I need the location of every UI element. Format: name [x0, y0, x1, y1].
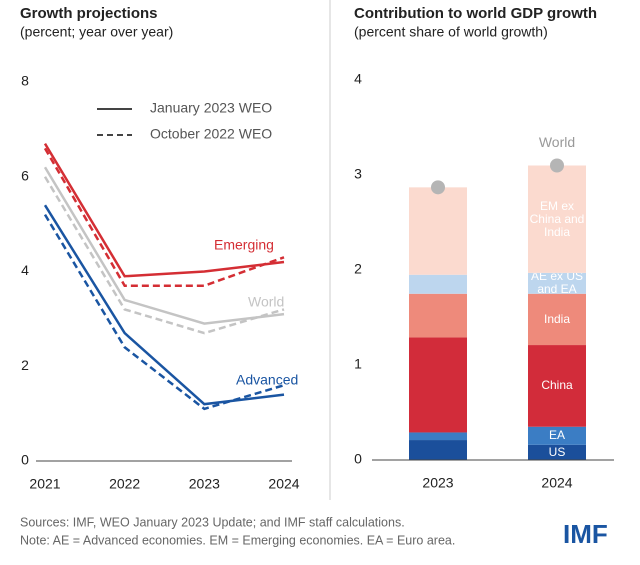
chart-subtitle: (percent share of world growth): [354, 24, 548, 40]
bar-segment: [528, 165, 586, 273]
line: [43, 204, 285, 406]
legend-label: October 2022 WEO: [150, 126, 272, 142]
bar-segment: [528, 272, 586, 294]
segment-label: China: [541, 378, 573, 393]
total-label: World: [539, 134, 575, 150]
bar-segment: [409, 432, 467, 441]
line: [43, 142, 285, 278]
x-tick-label: 2023: [422, 475, 453, 491]
bar-segment: [528, 444, 586, 460]
segment-label-box: US: [548, 444, 566, 459]
y-tick-label: 4: [21, 262, 29, 278]
segment-label-box: China: [541, 378, 573, 393]
bar-segment: [409, 274, 467, 294]
total-marker: [550, 158, 564, 173]
segment-label: US: [548, 444, 566, 459]
segment-label-box: AE ex US and EA: [530, 272, 584, 294]
chart-title: Contribution to world GDP growth: [354, 5, 597, 22]
line: [43, 147, 285, 287]
segment-label: India: [543, 311, 571, 326]
bar-segment: [409, 293, 467, 338]
y-tick-label: 0: [21, 452, 29, 468]
y-tick-label: 4: [354, 71, 362, 87]
y-tick-label: 0: [354, 451, 362, 467]
bar-segment: [409, 337, 467, 433]
x-tick-label: 2024: [268, 476, 299, 492]
legend-label: January 2023 WEO: [150, 100, 272, 116]
line: [43, 176, 285, 335]
x-tick-label: 2023: [189, 476, 220, 492]
x-tick-label: 2021: [29, 476, 60, 492]
segment-label-box: India: [543, 311, 571, 326]
y-tick-label: 3: [354, 166, 362, 182]
segment-label-box: EA: [548, 428, 565, 443]
x-tick-label: 2024: [541, 475, 572, 491]
segment-label: EA: [548, 428, 565, 443]
line: [43, 214, 285, 411]
y-tick-label: 1: [354, 356, 362, 372]
y-tick-label: 2: [354, 261, 362, 277]
y-tick-label: 2: [21, 357, 29, 373]
segment-label-box: EM ex China and India: [529, 198, 585, 239]
chart-title: Growth projections: [20, 5, 158, 22]
segment-label: AE ex US and EA: [530, 272, 584, 294]
bar-segment: [528, 426, 586, 445]
bar-segment: [409, 440, 467, 460]
line: [43, 166, 285, 325]
bar-segment: [528, 293, 586, 346]
bar-segment: [409, 187, 467, 275]
total-marker: [431, 180, 445, 195]
logo: IMF: [563, 519, 608, 549]
y-tick-label: 8: [21, 73, 29, 89]
sources: Sources: IMF, WEO January 2023 Update; a…: [20, 515, 405, 529]
y-tick-label: 6: [21, 167, 29, 183]
segment-label: EM ex China and India: [529, 198, 585, 239]
x-tick-label: 2022: [109, 476, 140, 492]
series-label: Emerging: [214, 237, 274, 253]
series-label: Advanced: [236, 372, 298, 388]
bar-segment: [528, 345, 586, 427]
note: Note: AE = Advanced economies. EM = Emer…: [20, 533, 455, 547]
series-label: World: [248, 294, 284, 310]
chart-subtitle: (percent; year over year): [20, 24, 173, 40]
